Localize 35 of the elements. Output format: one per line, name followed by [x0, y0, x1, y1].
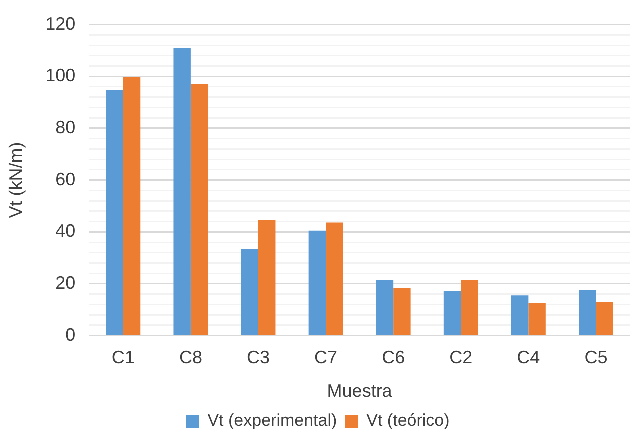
y-tick-label: 40	[56, 221, 76, 242]
bar	[106, 90, 124, 336]
legend-label: Vt (teórico)	[366, 411, 450, 430]
bar	[174, 48, 191, 336]
bar	[326, 222, 344, 336]
bar	[528, 303, 546, 336]
bar	[444, 291, 462, 336]
y-tick-label: 120	[46, 14, 76, 34]
bar	[461, 280, 478, 336]
bar	[596, 302, 614, 336]
x-tick-label: C3	[246, 348, 270, 368]
bar	[123, 77, 141, 336]
y-tick-label: 20	[56, 272, 76, 293]
x-tick-label: C7	[314, 348, 338, 368]
bar	[241, 250, 258, 336]
bar	[308, 230, 326, 336]
x-tick-label: C8	[179, 348, 202, 368]
bar	[511, 296, 529, 336]
x-tick-label: C6	[382, 348, 406, 368]
y-tick-label: 80	[56, 117, 76, 138]
y-tick-label: 100	[46, 66, 76, 86]
x-tick-label: C2	[450, 348, 473, 368]
x-tick-label: C4	[517, 348, 540, 368]
bar	[579, 290, 596, 336]
bar	[376, 280, 394, 336]
x-tick-label: C1	[112, 348, 135, 368]
y-axis-title: Vt (kN/m)	[6, 142, 26, 218]
bar	[190, 84, 208, 336]
x-axis-title: Muestra	[327, 381, 394, 402]
x-tick-label: C5	[584, 348, 608, 368]
bar	[394, 288, 411, 336]
legend-label: Vt (experimental)	[208, 411, 338, 430]
bar	[258, 220, 276, 336]
y-tick-label: 0	[66, 324, 76, 345]
y-tick-label: 60	[56, 169, 76, 190]
